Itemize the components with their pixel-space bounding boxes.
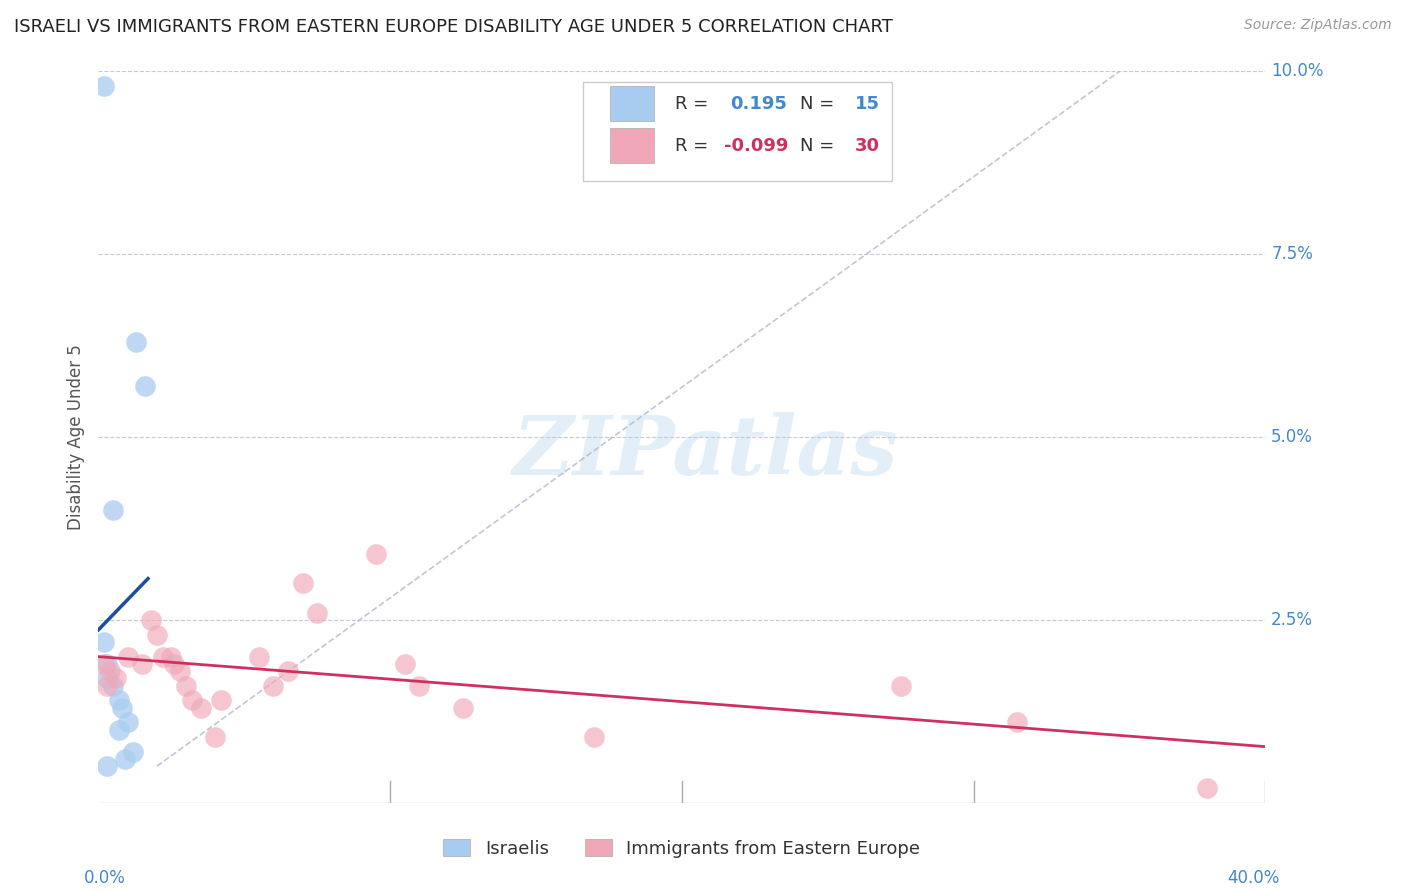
Text: 40.0%: 40.0% — [1227, 869, 1279, 887]
Text: 2.5%: 2.5% — [1271, 611, 1313, 629]
Point — [394, 657, 416, 671]
Point — [180, 693, 202, 707]
Point — [93, 657, 115, 671]
Point — [134, 379, 156, 393]
Bar — [610, 128, 654, 163]
Text: -0.099: -0.099 — [724, 137, 789, 155]
Text: 0.195: 0.195 — [730, 95, 786, 113]
Point — [131, 657, 153, 671]
Point — [96, 759, 118, 773]
Text: ZIPatlas: ZIPatlas — [513, 412, 898, 491]
Point — [108, 693, 131, 707]
Point — [111, 700, 134, 714]
Point — [117, 715, 139, 730]
Point — [204, 730, 226, 744]
Point — [307, 606, 329, 620]
Point — [277, 664, 299, 678]
Point — [152, 649, 174, 664]
Y-axis label: Disability Age Under 5: Disability Age Under 5 — [66, 344, 84, 530]
Text: R =: R = — [675, 137, 709, 155]
Point — [117, 649, 139, 664]
Point — [583, 730, 606, 744]
Point — [247, 649, 270, 664]
Text: N =: N = — [800, 137, 834, 155]
Text: 5.0%: 5.0% — [1271, 428, 1313, 446]
Point — [125, 334, 148, 349]
Text: 0.0%: 0.0% — [84, 869, 125, 887]
Point — [122, 745, 145, 759]
Text: 10.0%: 10.0% — [1271, 62, 1323, 80]
Point — [146, 627, 169, 641]
Point — [169, 664, 191, 678]
Point — [108, 723, 131, 737]
Text: 7.5%: 7.5% — [1271, 245, 1313, 263]
Point — [96, 679, 118, 693]
Text: 15: 15 — [855, 95, 880, 113]
Text: R =: R = — [675, 95, 709, 113]
Point — [190, 700, 212, 714]
Point — [890, 679, 912, 693]
Point — [104, 672, 127, 686]
FancyBboxPatch shape — [582, 82, 891, 181]
Bar — [610, 86, 654, 121]
Point — [451, 700, 474, 714]
Point — [262, 679, 284, 693]
Legend: Israelis, Immigrants from Eastern Europe: Israelis, Immigrants from Eastern Europe — [434, 830, 929, 867]
Point — [209, 693, 232, 707]
Text: N =: N = — [800, 95, 834, 113]
Point — [174, 679, 197, 693]
Point — [98, 664, 121, 678]
Point — [1195, 781, 1218, 796]
Point — [1007, 715, 1029, 730]
Point — [96, 672, 118, 686]
Point — [96, 657, 118, 671]
Point — [160, 649, 183, 664]
Point — [101, 679, 124, 693]
Point — [291, 576, 314, 591]
Point — [139, 613, 162, 627]
Point — [114, 752, 136, 766]
Point — [364, 547, 387, 561]
Text: Source: ZipAtlas.com: Source: ZipAtlas.com — [1244, 18, 1392, 32]
Point — [408, 679, 430, 693]
Point — [93, 78, 115, 93]
Text: 30: 30 — [855, 137, 880, 155]
Point — [101, 503, 124, 517]
Point — [163, 657, 186, 671]
Text: ISRAELI VS IMMIGRANTS FROM EASTERN EUROPE DISABILITY AGE UNDER 5 CORRELATION CHA: ISRAELI VS IMMIGRANTS FROM EASTERN EUROP… — [14, 18, 893, 36]
Point — [93, 635, 115, 649]
